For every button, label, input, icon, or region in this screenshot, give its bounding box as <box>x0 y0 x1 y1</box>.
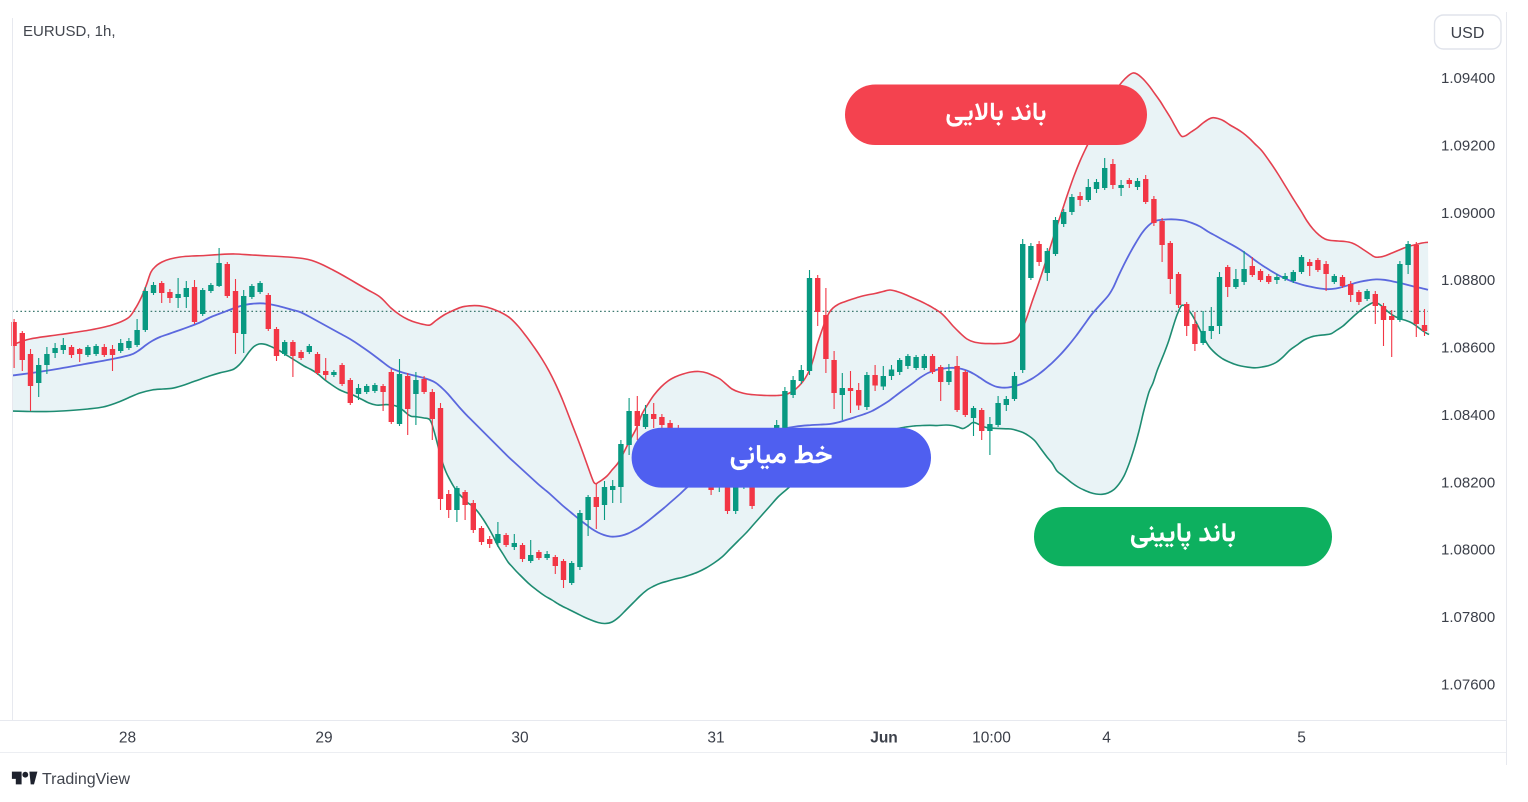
svg-text:1.08400: 1.08400 <box>1441 407 1495 424</box>
svg-text:1.09400: 1.09400 <box>1441 70 1495 87</box>
svg-text:USD: USD <box>1451 25 1485 42</box>
svg-text:5: 5 <box>1297 730 1306 747</box>
svg-text:TradingView: TradingView <box>42 771 130 788</box>
svg-text:10:00: 10:00 <box>972 730 1011 747</box>
svg-text:4: 4 <box>1102 730 1111 747</box>
svg-text:30: 30 <box>511 730 529 747</box>
svg-text:1.08000: 1.08000 <box>1441 542 1495 559</box>
svg-text:29: 29 <box>315 730 332 747</box>
svg-text:1.08200: 1.08200 <box>1441 474 1495 491</box>
svg-text:1.08600: 1.08600 <box>1441 340 1495 357</box>
svg-text:Jun: Jun <box>870 730 898 747</box>
svg-text:28: 28 <box>119 730 136 747</box>
svg-text:1.07800: 1.07800 <box>1441 609 1495 626</box>
svg-text:EURUSD, 1h,: EURUSD, 1h, <box>23 23 116 40</box>
svg-text:1.09200: 1.09200 <box>1441 138 1495 155</box>
svg-text:1.09000: 1.09000 <box>1441 205 1495 222</box>
svg-text:31: 31 <box>707 730 724 747</box>
svg-text:1.07600: 1.07600 <box>1441 676 1495 693</box>
svg-text:1.08800: 1.08800 <box>1441 272 1495 289</box>
